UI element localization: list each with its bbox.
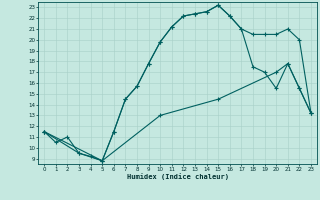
X-axis label: Humidex (Indice chaleur): Humidex (Indice chaleur): [127, 173, 228, 180]
